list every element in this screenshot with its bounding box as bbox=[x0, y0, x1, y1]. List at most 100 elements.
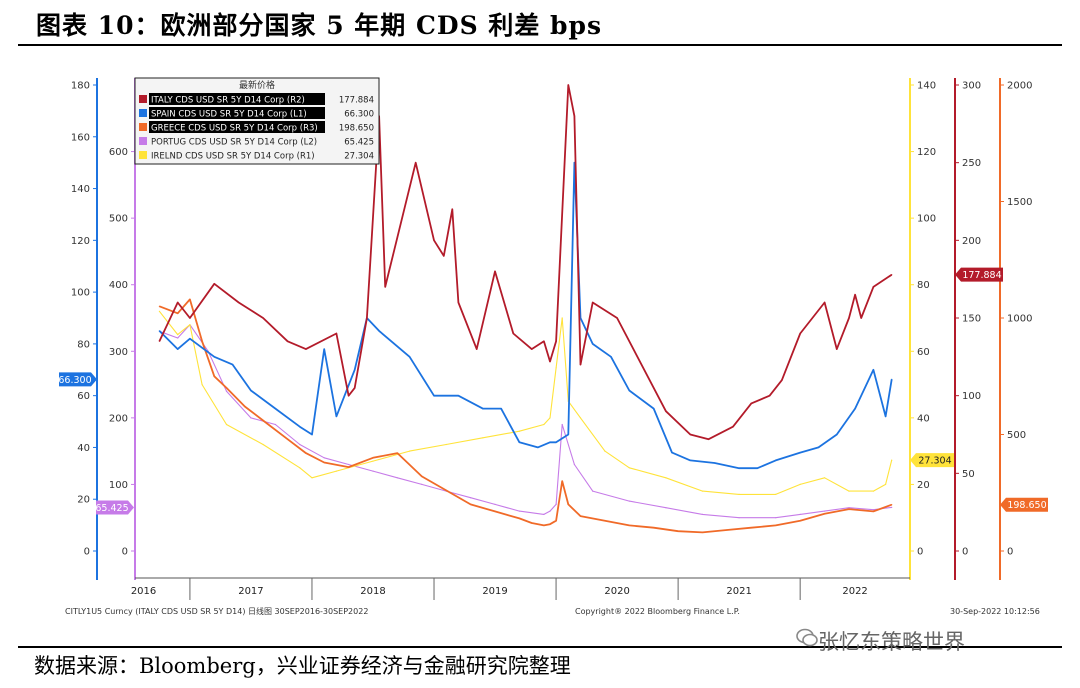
point-portug bbox=[421, 483, 423, 485]
point-ireland bbox=[225, 423, 228, 426]
point-portug bbox=[628, 500, 630, 502]
point-spain bbox=[549, 441, 551, 443]
page-title: 图表 10：欧洲部分国家 5 年期 CDS 利差 bps bbox=[36, 11, 603, 40]
point-spain bbox=[555, 441, 557, 443]
point-italy bbox=[433, 239, 435, 241]
point-spain bbox=[457, 395, 459, 397]
x-tick-label: 2018 bbox=[360, 586, 385, 597]
tick-label-L1: 100 bbox=[71, 288, 90, 299]
source-note: 数据来源：Bloomberg，兴业证券经济与金融研究院整理 bbox=[34, 654, 571, 678]
value-tag-italy bbox=[955, 267, 1003, 282]
point-portug bbox=[848, 507, 850, 509]
point-ireland bbox=[555, 367, 557, 369]
point-ireland bbox=[445, 443, 447, 446]
tick-label-L1: 20 bbox=[77, 495, 90, 506]
point-italy bbox=[872, 286, 875, 288]
point-portug bbox=[396, 477, 398, 479]
wechat-icon bbox=[796, 628, 818, 647]
legend-label-portug: PORTUG CDS USD SR 5Y D14 Corp (L2) bbox=[151, 138, 317, 148]
point-spain bbox=[872, 369, 875, 371]
value-tag-greece bbox=[1000, 497, 1048, 512]
point-greece bbox=[518, 517, 520, 519]
point-ireland bbox=[335, 470, 337, 472]
point-ireland bbox=[482, 437, 484, 439]
point-portug bbox=[561, 423, 563, 426]
footer-rule bbox=[18, 646, 1062, 648]
legend-label-italy: ITALY CDS USD SR 5Y D14 Corp (R2) bbox=[151, 96, 305, 106]
point-portug bbox=[225, 390, 228, 392]
point-greece bbox=[225, 387, 228, 389]
point-spain bbox=[653, 408, 655, 410]
point-greece bbox=[543, 524, 545, 526]
tick-label-R3: 1500 bbox=[1007, 197, 1032, 208]
point-portug bbox=[250, 417, 252, 419]
tick-label-L1: 180 bbox=[71, 81, 90, 92]
point-greece bbox=[323, 461, 325, 464]
point-portug bbox=[177, 337, 179, 339]
point-ireland bbox=[872, 490, 875, 492]
point-portug bbox=[738, 517, 740, 519]
point-portug bbox=[299, 443, 301, 446]
point-ireland bbox=[561, 317, 563, 319]
legend-swatch-greece bbox=[139, 123, 147, 131]
x-tick-label: 2020 bbox=[604, 586, 629, 597]
point-spain bbox=[628, 389, 630, 392]
point-ireland bbox=[579, 417, 582, 419]
point-ireland bbox=[848, 490, 850, 492]
point-portug bbox=[555, 503, 557, 505]
legend-swatch-ireland bbox=[139, 151, 147, 159]
x-tick-label: 2017 bbox=[238, 586, 263, 597]
brand-watermark: 张忆东策略世界 bbox=[818, 630, 965, 654]
point-spain bbox=[854, 408, 856, 410]
value-tags: 66.300 65.425 27.304 177.884 198.650 bbox=[58, 267, 1048, 515]
point-greece bbox=[750, 527, 752, 529]
legend-swatch-spain bbox=[139, 109, 147, 117]
point-greece bbox=[549, 523, 551, 525]
point-portug bbox=[323, 457, 325, 459]
point-italy bbox=[177, 301, 179, 304]
point-ireland bbox=[824, 477, 826, 479]
legend-highlight bbox=[149, 93, 325, 105]
tick-label-R2: 100 bbox=[962, 391, 981, 402]
point-italy bbox=[451, 208, 453, 210]
point-ireland bbox=[738, 493, 740, 495]
tick-label-L2: 0 bbox=[122, 547, 128, 558]
series-layer bbox=[158, 84, 893, 534]
point-italy bbox=[543, 340, 545, 342]
point-spain bbox=[274, 408, 276, 410]
point-portug bbox=[775, 517, 777, 519]
point-greece bbox=[262, 419, 264, 422]
point-spain bbox=[567, 433, 569, 436]
point-italy bbox=[476, 348, 478, 350]
point-ireland bbox=[799, 483, 801, 485]
tick-label-R2: 50 bbox=[962, 469, 975, 480]
tick-label-R3: 0 bbox=[1007, 547, 1013, 558]
point-portug bbox=[372, 470, 374, 472]
point-italy bbox=[579, 364, 582, 366]
point-italy bbox=[781, 379, 783, 381]
tick-label-R1: 40 bbox=[917, 413, 930, 424]
series-line-ireland bbox=[158, 310, 893, 495]
point-greece bbox=[775, 524, 777, 526]
point-greece bbox=[305, 452, 307, 454]
tick-label-L1: 120 bbox=[71, 236, 90, 247]
point-italy bbox=[238, 301, 240, 304]
point-spain bbox=[177, 348, 179, 350]
tick-label-R2: 0 bbox=[962, 547, 968, 558]
point-italy bbox=[567, 84, 569, 86]
point-portug bbox=[891, 506, 893, 508]
tick-label-R2: 300 bbox=[962, 81, 981, 92]
title-underline bbox=[18, 44, 1062, 46]
tick-label-R2: 150 bbox=[962, 314, 981, 325]
value-tag-portug bbox=[96, 500, 134, 515]
value-tag-label-italy: 177.884 bbox=[962, 270, 1001, 281]
point-ireland bbox=[885, 483, 887, 485]
point-spain bbox=[775, 459, 777, 461]
point-greece bbox=[287, 438, 289, 440]
point-portug bbox=[494, 503, 496, 505]
point-spain bbox=[836, 433, 838, 436]
legend-value-italy: 177.884 bbox=[339, 96, 374, 106]
point-spain bbox=[671, 452, 673, 454]
point-italy bbox=[811, 317, 814, 319]
point-greece bbox=[567, 503, 569, 505]
